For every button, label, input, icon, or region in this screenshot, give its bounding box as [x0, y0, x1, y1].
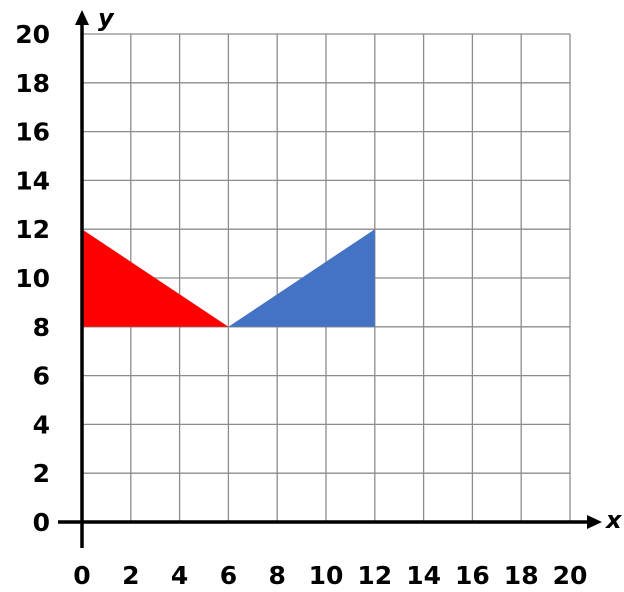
x-tick-label: 6: [220, 561, 237, 590]
tick-labels: 0 2 4 6 8 10 12 14 16 18 20 0 2 4 6 8 10 12 14 16 18 20: [15, 20, 587, 590]
x-tick-label: 4: [171, 561, 188, 590]
x-axis-label: x: [605, 506, 623, 534]
y-tick-label: 4: [33, 410, 50, 439]
y-axis-label: y: [98, 4, 115, 32]
y-tick-label: 14: [15, 166, 50, 195]
axes: x y: [58, 4, 623, 548]
y-tick-label: 10: [15, 264, 50, 293]
blue-triangle: [228, 229, 375, 327]
x-tick-label: 10: [309, 561, 344, 590]
x-axis-arrow-icon: [587, 515, 602, 529]
shapes: [82, 229, 375, 327]
x-tick-label: 12: [357, 561, 392, 590]
x-tick-label: 16: [455, 561, 490, 590]
y-axis-arrow-icon: [75, 10, 89, 25]
x-tick-label: 0: [73, 561, 90, 590]
x-tick-label: 18: [504, 561, 539, 590]
y-tick-label: 8: [33, 313, 50, 342]
y-tick-label: 12: [15, 215, 50, 244]
y-tick-label: 0: [33, 508, 50, 537]
y-tick-label: 2: [33, 459, 50, 488]
y-tick-label: 6: [33, 362, 50, 391]
x-tick-label: 14: [406, 561, 441, 590]
x-tick-label: 8: [268, 561, 285, 590]
red-triangle: [82, 229, 229, 327]
x-tick-label: 2: [122, 561, 139, 590]
y-tick-label: 20: [15, 20, 50, 49]
y-tick-label: 18: [15, 69, 50, 98]
y-tick-label: 16: [15, 118, 50, 147]
x-tick-label: 20: [553, 561, 588, 590]
